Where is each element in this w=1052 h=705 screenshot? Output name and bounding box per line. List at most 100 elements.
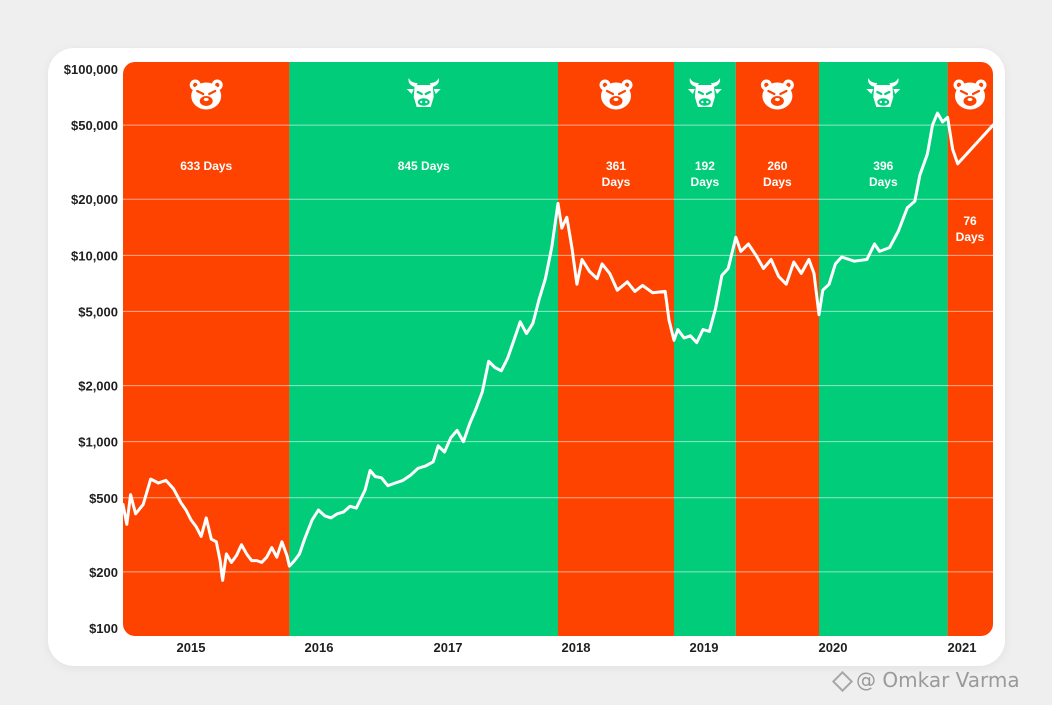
price-point <box>380 476 383 479</box>
price-point <box>260 561 263 564</box>
price-point <box>157 482 160 484</box>
price-point <box>475 408 477 410</box>
price-point <box>664 290 666 293</box>
price-point <box>919 174 921 176</box>
price-point <box>235 554 238 557</box>
y-tick-label: $100 <box>89 621 118 636</box>
price-point <box>626 281 629 283</box>
x-tick-label: 2015 <box>177 640 206 655</box>
price-point <box>225 553 228 555</box>
price-point <box>364 489 366 491</box>
price-point <box>596 277 598 280</box>
price-point <box>123 503 124 506</box>
price-point <box>386 484 389 487</box>
bear-phase-band-1 <box>123 62 290 636</box>
price-point <box>676 328 679 331</box>
price-point <box>270 546 273 549</box>
phase-duration-labels: 633 Days 845 Days 361 Days 192 Days 260 Days 396… <box>180 159 984 244</box>
price-point <box>906 206 909 209</box>
bear-phase-band-3 <box>558 62 674 636</box>
price-point <box>149 478 152 480</box>
price-point <box>560 227 563 229</box>
price-point <box>437 445 440 447</box>
y-tick-label: $1,000 <box>78 435 118 450</box>
price-point <box>721 274 723 277</box>
watermark: @ Omkar Varma <box>832 668 1020 692</box>
price-point <box>571 246 573 249</box>
price-point <box>651 291 654 294</box>
price-point <box>298 553 301 555</box>
price-point <box>576 283 578 285</box>
price-point <box>914 200 916 203</box>
price-point <box>369 469 371 472</box>
price-point <box>500 370 503 372</box>
bear-phase-band-5 <box>735 62 819 636</box>
price-point <box>506 357 509 360</box>
price-point <box>468 422 471 425</box>
price-point <box>800 272 803 275</box>
price-point <box>566 216 568 219</box>
price-series <box>123 111 993 582</box>
price-point <box>668 319 670 321</box>
price-point <box>550 246 553 249</box>
x-tick-label: 2018 <box>562 640 591 655</box>
price-point <box>215 541 218 543</box>
price-point <box>355 507 358 509</box>
price-point <box>402 479 404 482</box>
phase-duration-label-7: 76 Days <box>956 214 985 244</box>
price-point <box>834 263 837 265</box>
price-point <box>195 525 197 528</box>
price-point <box>808 258 810 261</box>
price-point <box>956 162 959 165</box>
phase-duration-label-2: 845 Days <box>398 159 450 173</box>
price-point <box>230 561 233 564</box>
price-point <box>190 519 192 521</box>
bull-phase-band-2 <box>289 62 558 636</box>
price-point <box>588 270 591 273</box>
price-point <box>873 243 876 245</box>
price-point <box>129 493 132 496</box>
price-point <box>265 556 268 558</box>
price-point <box>538 298 540 301</box>
price-point <box>683 337 685 339</box>
phase-icons <box>189 78 987 110</box>
price-point <box>818 313 820 316</box>
phase-duration-label-3: 361 Days <box>602 159 631 189</box>
price-point <box>866 258 868 261</box>
y-tick-label: $10,000 <box>71 248 118 263</box>
price-point <box>946 116 949 119</box>
price-point <box>409 474 412 477</box>
price-point <box>897 230 900 232</box>
price-point <box>424 465 427 467</box>
price-point <box>531 322 534 325</box>
price-point <box>641 284 644 287</box>
price-point <box>714 307 717 310</box>
price-point <box>432 460 434 463</box>
phase-duration-label-1: 633 Days <box>180 159 232 173</box>
bull-phase-band-4 <box>674 62 736 636</box>
y-tick-label: $2,000 <box>78 379 118 394</box>
price-point <box>734 236 737 239</box>
watermark-text: @ Omkar Varma <box>856 668 1020 692</box>
price-point <box>349 505 351 508</box>
price-point <box>581 258 583 261</box>
price-point <box>456 429 458 432</box>
x-tick-label: 2021 <box>948 640 977 655</box>
price-point <box>185 509 187 511</box>
x-tick-label: 2019 <box>690 640 719 655</box>
price-point <box>142 503 144 506</box>
price-point <box>450 436 452 439</box>
price-point <box>336 513 339 515</box>
price-point <box>777 275 780 278</box>
price-point <box>702 328 704 331</box>
price-point <box>634 290 636 293</box>
bull-icon <box>866 78 901 107</box>
price-point <box>443 451 446 453</box>
price-point <box>740 250 742 253</box>
price-point <box>936 112 939 114</box>
price-point <box>134 513 137 515</box>
price-point <box>323 515 326 517</box>
price-point <box>481 391 484 393</box>
price-point <box>219 559 221 562</box>
